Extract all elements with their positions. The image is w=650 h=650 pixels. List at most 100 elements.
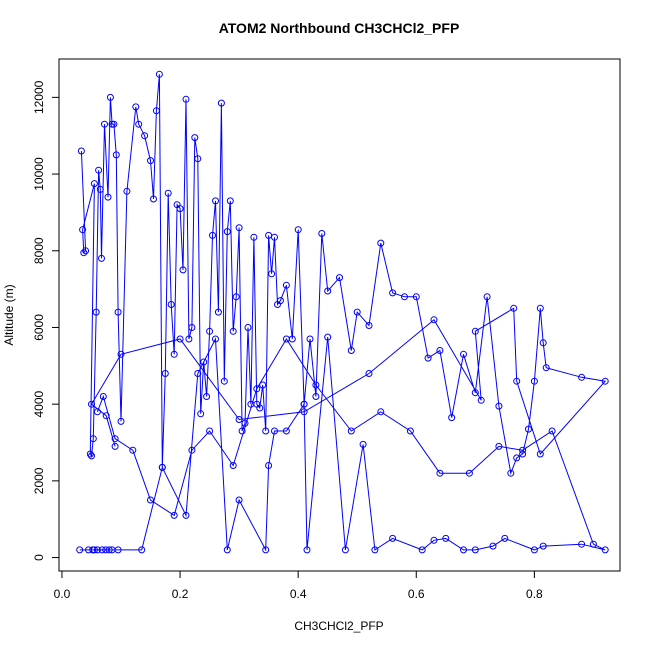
data-point (253, 385, 261, 393)
data-point (235, 496, 243, 504)
data-point (235, 224, 243, 232)
series-line-1 (80, 74, 607, 476)
data-point (262, 546, 270, 554)
data-point (79, 226, 87, 234)
data-point (170, 511, 178, 519)
data-point (353, 308, 361, 316)
data-point (223, 228, 231, 236)
data-point (412, 293, 420, 301)
data-point (501, 534, 509, 542)
data-point (256, 404, 264, 412)
y-tick-label: 0 (32, 554, 46, 561)
data-point (99, 393, 107, 400)
data-point (336, 274, 343, 282)
data-point (200, 358, 208, 366)
data-point (471, 389, 479, 397)
data-point (76, 546, 84, 554)
data-point (105, 546, 113, 554)
data-point (377, 408, 385, 416)
data-point (111, 442, 119, 450)
data-point (206, 327, 214, 335)
data-point (282, 427, 290, 435)
data-point (93, 546, 101, 554)
x-tick-label: 0.0 (54, 587, 71, 601)
data-point (460, 546, 467, 554)
y-tick-label: 6000 (32, 314, 46, 341)
data-point (601, 546, 609, 554)
data-point (117, 417, 125, 425)
data-point (117, 350, 125, 358)
data-point (147, 157, 154, 165)
data-point (92, 308, 100, 316)
data-point (86, 450, 94, 458)
data-point (80, 249, 88, 257)
data-point (223, 546, 231, 554)
data-point (282, 335, 290, 343)
data-point (341, 546, 349, 554)
x-tick-label: 0.6 (408, 587, 425, 601)
data-point (377, 239, 385, 247)
data-point (194, 370, 202, 377)
data-point (238, 427, 246, 435)
data-point (465, 469, 473, 477)
data-point (436, 347, 444, 354)
data-point (132, 103, 140, 111)
data-point (442, 534, 450, 542)
data-point (150, 195, 157, 203)
data-point (324, 333, 332, 341)
data-point (259, 381, 267, 389)
data-point (483, 293, 491, 301)
data-point (155, 70, 163, 78)
data-point (212, 335, 219, 343)
data-point (430, 316, 438, 324)
data-point (135, 120, 143, 128)
x-tick-label: 0.8 (526, 587, 543, 601)
data-point (182, 95, 190, 103)
data-point (176, 335, 184, 343)
data-point (282, 281, 290, 289)
data-point (418, 546, 426, 554)
chart-title: ATOM2 Northbound CH3CHCl2_PFP (219, 20, 460, 36)
data-point (114, 546, 122, 554)
data-point (448, 414, 456, 422)
data-point (158, 463, 166, 471)
data-point (471, 546, 479, 554)
data-point (548, 427, 556, 435)
data-point (513, 454, 521, 462)
data-point (294, 226, 302, 234)
y-tick-label: 2000 (32, 467, 46, 494)
data-point (89, 435, 97, 443)
data-point (88, 452, 95, 460)
plot-frame (58, 58, 621, 572)
data-point (179, 266, 187, 274)
x-axis: 0.0 0.2 0.4 0.6 0.8 (54, 570, 543, 601)
data-point (530, 546, 538, 554)
data-point (318, 230, 326, 237)
data-point (578, 540, 586, 548)
data-point (220, 377, 228, 385)
data-point (371, 546, 379, 554)
data-point (271, 427, 278, 435)
data-point (203, 393, 211, 400)
data-point (536, 450, 544, 458)
data-point (303, 546, 311, 554)
data-point (365, 322, 373, 329)
data-point (138, 546, 146, 554)
data-point (194, 155, 202, 163)
data-point (226, 197, 234, 205)
data-point (477, 396, 485, 404)
data-point (90, 546, 98, 554)
data-point (188, 324, 196, 331)
data-point (95, 166, 103, 174)
data-point (161, 370, 169, 377)
data-point (300, 400, 308, 408)
data-point (324, 287, 332, 295)
data-point (510, 304, 518, 312)
data-point (185, 335, 193, 343)
data-point (262, 427, 270, 435)
data-point (96, 185, 104, 193)
data-point (212, 197, 219, 205)
y-axis-label: Altitude (m) (2, 284, 16, 345)
data-point (123, 187, 131, 195)
